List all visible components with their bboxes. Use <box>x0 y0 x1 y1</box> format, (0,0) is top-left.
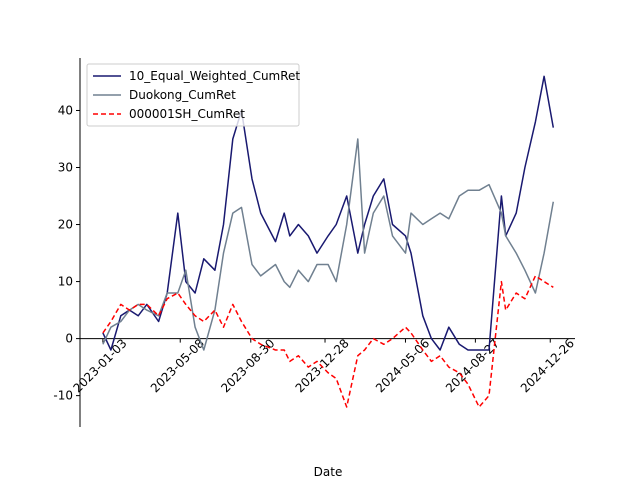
x-tick-label: 2024-05-06 <box>373 336 432 395</box>
x-tick-label: 2023-01-03 <box>70 336 129 395</box>
legend-label: 10_Equal_Weighted_CumRet <box>129 69 300 83</box>
x-axis-label: Date <box>314 465 343 479</box>
y-tick-label: 0 <box>65 332 73 346</box>
series-line <box>102 275 554 408</box>
y-tick-label: 10 <box>58 275 73 289</box>
y-tick-label: 20 <box>58 218 73 232</box>
x-tick-label: 2023-08-30 <box>218 336 277 395</box>
legend-box <box>86 63 300 127</box>
y-tick-label: -10 <box>53 389 73 403</box>
legend-label: Duokong_CumRet <box>129 88 236 102</box>
y-tick-label: 40 <box>58 103 73 117</box>
legend-label: 000001SH_CumRet <box>129 107 245 121</box>
x-tick-label: 2024-08-27 <box>443 336 502 395</box>
x-tick-label: 2024-12-26 <box>518 336 577 395</box>
y-tick-label: 30 <box>58 161 73 175</box>
series-line <box>102 138 555 351</box>
x-tick-label: 2023-05-08 <box>148 336 207 395</box>
legend: 10_Equal_Weighted_CumRet Duokong_CumRet 00… <box>86 63 300 127</box>
series-line <box>102 75 555 351</box>
